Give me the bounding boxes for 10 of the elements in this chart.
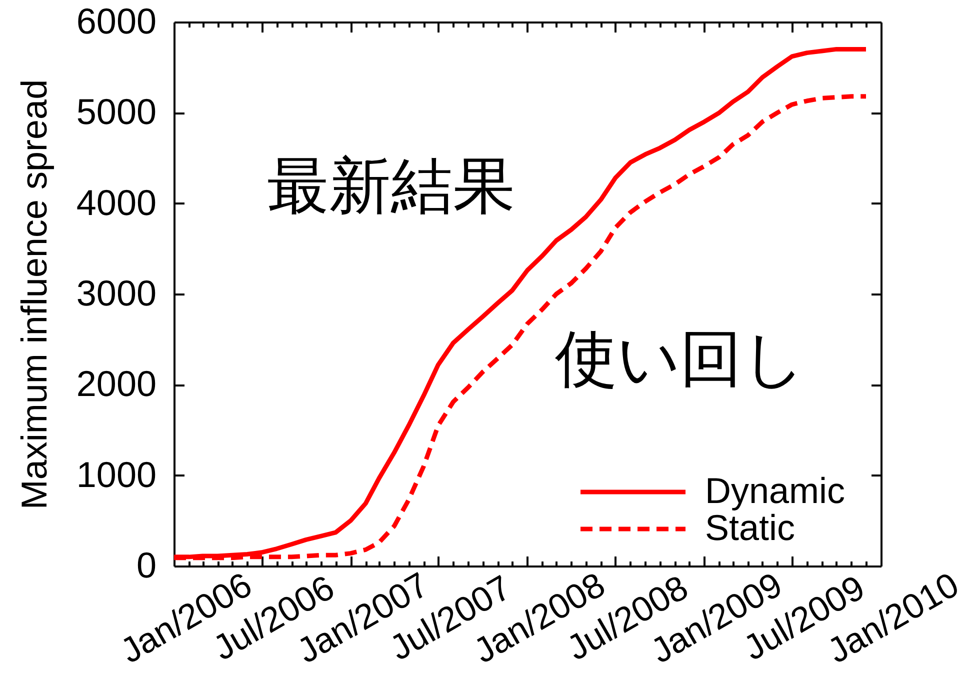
y-tick-label: 1000 xyxy=(76,454,156,495)
y-axis-title: Maximum influence spread xyxy=(13,79,54,510)
y-tick-label: 2000 xyxy=(76,363,156,404)
legend-label: Dynamic xyxy=(705,470,846,511)
annotation: 使い回し xyxy=(555,324,806,394)
y-tick-label: 3000 xyxy=(76,272,156,314)
y-tick-label: 6000 xyxy=(76,0,156,42)
annotation: 最新結果 xyxy=(267,152,516,221)
y-tick-label: 5000 xyxy=(76,91,156,132)
y-tick-label: 4000 xyxy=(76,182,156,223)
